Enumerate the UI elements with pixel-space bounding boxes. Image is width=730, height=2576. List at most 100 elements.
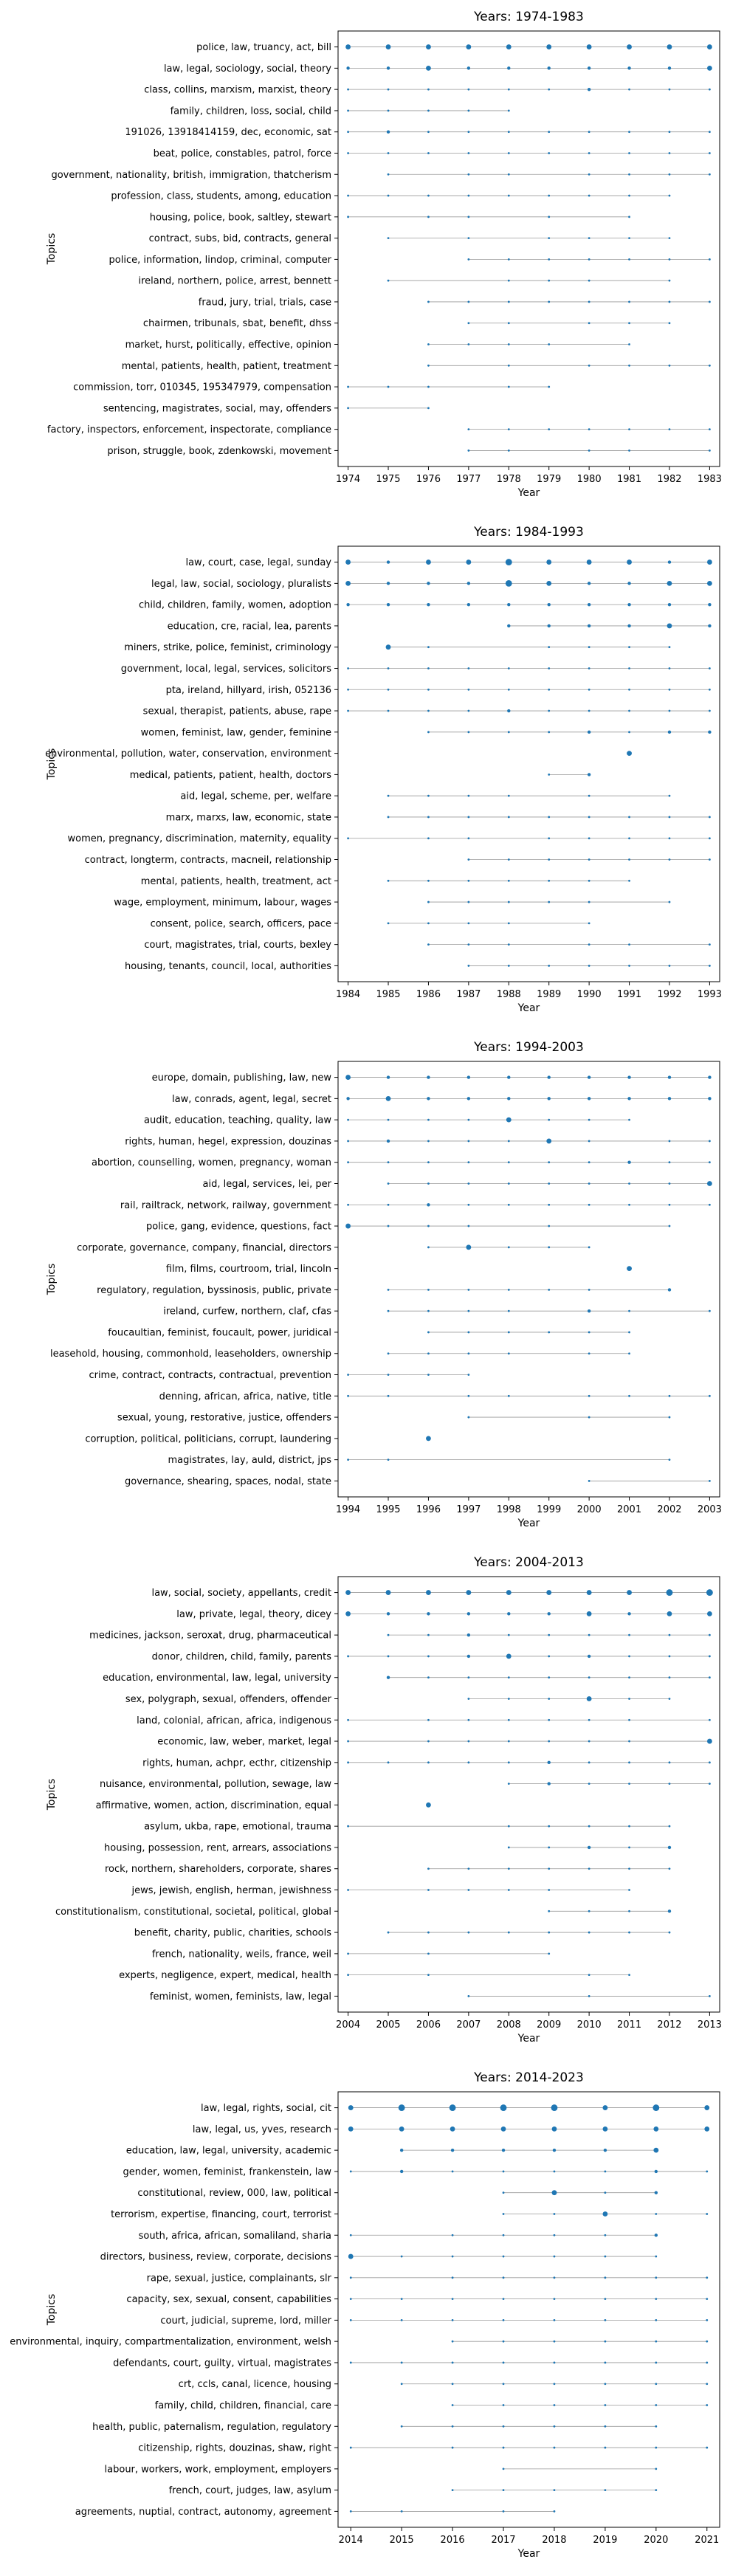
topic-point <box>386 1075 390 1079</box>
y-tick-label: family, child, children, financial, care <box>155 2400 331 2411</box>
topic-row <box>348 2104 710 2111</box>
topic-row <box>427 343 630 345</box>
topic-point <box>427 1633 430 1636</box>
y-tick-label: citizenship, rights, douzinas, shaw, rig… <box>138 2443 331 2454</box>
topic-row <box>347 407 430 410</box>
topic-point <box>507 1676 510 1679</box>
topic-point <box>427 879 430 882</box>
y-tick-label: aid, legal, scheme, per, welfare <box>180 791 331 802</box>
topic-point <box>548 965 551 967</box>
topic-point <box>507 1931 510 1934</box>
y-tick-label: housing, police, book, saltley, stewart <box>150 212 331 223</box>
topic-point <box>451 2298 454 2301</box>
y-tick-label: constitutional, review, 000, law, politi… <box>137 2188 331 2199</box>
topic-point <box>588 1740 590 1743</box>
topic-point <box>466 44 472 49</box>
topic-row <box>387 1181 712 1186</box>
topic-point <box>548 731 551 734</box>
x-axis-label: Year <box>517 1518 540 1529</box>
topic-row <box>349 2446 709 2449</box>
y-tick-label: rock, northern, shareholders, corporate,… <box>105 1864 331 1875</box>
topic-point <box>347 709 350 712</box>
topic-point <box>427 385 430 388</box>
topic-row <box>347 1653 711 1659</box>
topic-point <box>502 2489 505 2492</box>
y-tick-label: government, local, legal, services, soli… <box>121 664 331 675</box>
topic-point <box>500 2126 506 2132</box>
y-tick-label: law, conrads, agent, legal, secret <box>172 1094 331 1105</box>
topic-point <box>427 1761 430 1764</box>
topic-point <box>627 1266 632 1272</box>
topic-point <box>467 816 470 819</box>
topic-point <box>387 816 390 819</box>
plot-frame <box>337 1061 720 1498</box>
topic-point <box>451 2255 454 2258</box>
topic-point <box>467 943 470 946</box>
y-tick-label: miners, strike, police, feminist, crimin… <box>124 642 331 653</box>
y-tick-label: law, court, case, legal, sunday <box>185 557 331 568</box>
topic-point <box>548 1225 551 1227</box>
x-tick-label: 2001 <box>617 1504 641 1515</box>
topic-point <box>587 66 591 70</box>
y-tick-label: rape, sexual, justice, complainants, slr <box>147 2273 332 2284</box>
topic-point <box>507 900 510 903</box>
topic-point <box>667 580 672 586</box>
topic-point <box>627 66 631 70</box>
topic-point <box>587 1097 591 1101</box>
topic-point <box>547 1760 551 1765</box>
topic-point <box>427 688 430 691</box>
topic-point <box>706 2404 709 2406</box>
y-tick-label: affirmative, women, action, discriminati… <box>96 1800 331 1811</box>
topic-point <box>708 965 711 967</box>
topic-point <box>588 1118 590 1121</box>
topic-point <box>628 216 630 218</box>
topic-row <box>345 1075 712 1080</box>
topic-point <box>548 258 551 261</box>
topic-point <box>507 1309 510 1312</box>
x-axis-label: Year <box>517 2548 540 2560</box>
topic-point <box>627 624 631 628</box>
topic-point <box>466 1244 472 1250</box>
topic-point <box>628 1718 630 1721</box>
topic-point <box>507 428 510 431</box>
topic-point <box>548 1931 551 1934</box>
topic-point <box>507 624 511 628</box>
topic-point <box>387 1118 390 1121</box>
topic-point <box>507 602 511 607</box>
y-tick-label: environmental, pollution, water, conserv… <box>45 748 331 760</box>
x-tick-label: 1992 <box>657 989 681 1000</box>
topic-row <box>467 322 671 325</box>
topic-row <box>347 1203 711 1207</box>
topic-point <box>466 582 471 585</box>
y-tick-label: prison, struggle, book, zdenkowski, move… <box>107 446 331 457</box>
topic-row <box>347 194 671 197</box>
topic-point <box>628 1352 630 1355</box>
y-tick-label: terrorism, expertise, financing, court, … <box>111 2209 331 2220</box>
topic-point <box>588 237 590 240</box>
topic-point <box>467 1995 470 1997</box>
topic-point <box>507 450 510 452</box>
topic-point <box>588 1140 590 1143</box>
topic-point <box>708 1676 711 1679</box>
topic-point <box>668 1867 671 1870</box>
y-tick-label: contract, longterm, contracts, macneil, … <box>85 855 331 866</box>
x-tick-label: 1991 <box>617 989 641 1000</box>
topic-point <box>706 1611 712 1616</box>
topic-point <box>387 152 390 154</box>
topic-point <box>385 1590 391 1595</box>
topic-point <box>553 2425 556 2428</box>
topic-row <box>349 2234 658 2237</box>
topic-point <box>507 258 510 261</box>
topic-point <box>551 2104 558 2111</box>
y-tick-label: family, children, loss, social, child <box>171 106 331 117</box>
topic-row <box>349 2510 556 2513</box>
topic-point <box>553 2276 556 2279</box>
topic-row <box>348 2126 710 2132</box>
topic-point <box>387 173 390 176</box>
topic-point <box>427 300 430 303</box>
x-tick-label: 1989 <box>537 989 561 1000</box>
topic-point <box>708 688 711 691</box>
topic-point <box>655 2276 658 2279</box>
y-tick-label: factory, inspectors, enforcement, inspec… <box>47 424 331 435</box>
topic-point <box>507 131 510 134</box>
